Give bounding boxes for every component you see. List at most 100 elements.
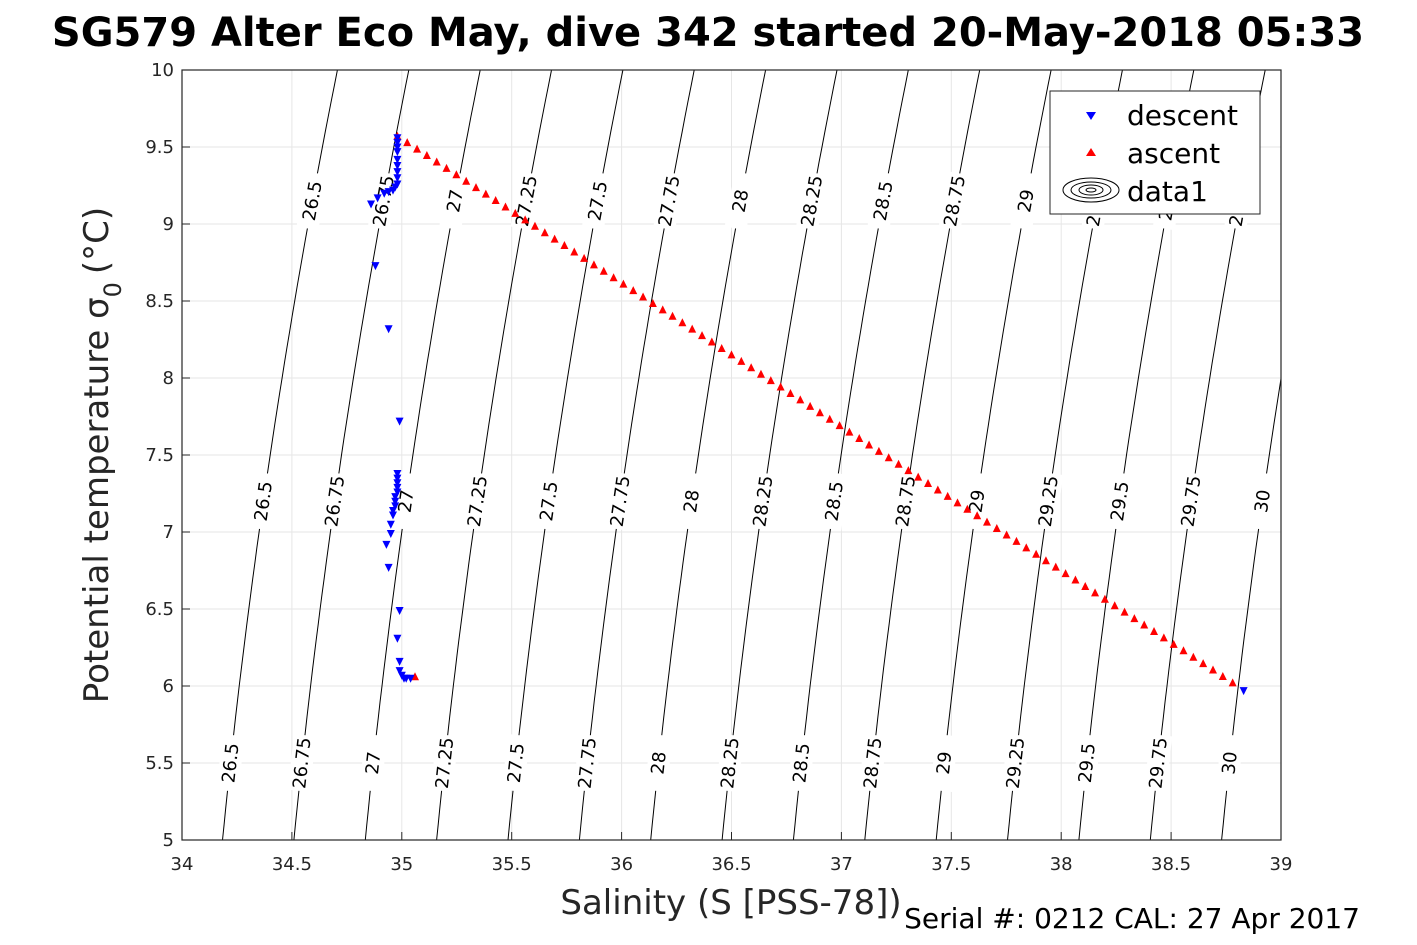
- isopycnal-label: 29.75: [1176, 471, 1206, 531]
- isopycnal-label-bg: [1104, 471, 1135, 531]
- isopycnal-label-bg: [819, 471, 850, 531]
- ascent-point: [589, 260, 598, 269]
- ascent-point: [894, 459, 903, 468]
- ascent-point: [953, 498, 962, 507]
- descent-point: [393, 161, 402, 170]
- isopycnal-label-bg: [653, 171, 686, 231]
- isopycnal-label: 26.5: [216, 733, 245, 793]
- isopycnal-label: 27.5: [501, 733, 530, 793]
- ascent-point: [570, 247, 579, 256]
- ascent-point: [619, 279, 628, 288]
- ascent-point: [1022, 543, 1031, 552]
- ascent-point: [648, 298, 657, 307]
- isopycnal-label-bg: [581, 171, 614, 231]
- ascent-point: [442, 163, 451, 172]
- ascent-point: [727, 350, 736, 359]
- isopycnal-label-bg: [787, 733, 816, 793]
- isopycnal-label: 28.75: [890, 471, 921, 531]
- isopycnal-label-bg: [1033, 471, 1064, 531]
- y-tick-label: 7.5: [145, 445, 174, 466]
- descent-point: [1239, 687, 1248, 696]
- ascent-point: [815, 408, 824, 417]
- ascent-point: [963, 504, 972, 513]
- ascent-point: [501, 202, 510, 211]
- isopycnal-label: 28.25: [748, 471, 778, 531]
- ascent-point: [933, 485, 942, 494]
- descent-point: [406, 674, 415, 683]
- isopycnal-label-bg: [724, 171, 757, 231]
- descent-point: [386, 530, 395, 539]
- ascent-point: [973, 511, 982, 520]
- ascent-point: [1140, 620, 1149, 629]
- legend-ascent-marker: [1086, 148, 1096, 156]
- legend-box: [1049, 90, 1261, 215]
- descent-point: [391, 497, 400, 506]
- isopycnal-label-bg: [367, 171, 400, 231]
- ascent-series: [393, 131, 1237, 687]
- x-tick-label: 34.5: [272, 854, 312, 875]
- isopycnal-label: 28.25: [716, 733, 744, 793]
- isopycnal-label-bg: [748, 471, 778, 531]
- descent-point: [384, 325, 393, 334]
- isopycnal-label: 28.5: [867, 171, 900, 231]
- legend-descent-marker: [1086, 112, 1096, 120]
- ascent-point: [639, 292, 648, 301]
- x-tick-label: 38: [1050, 854, 1073, 875]
- x-tick-label: 38.5: [1151, 854, 1191, 875]
- ascent-point: [511, 208, 520, 217]
- ascent-point: [707, 337, 716, 346]
- isopycnal-label-text: 26.5: [218, 742, 243, 784]
- ascent-point: [432, 157, 441, 166]
- ascent-point: [1081, 581, 1090, 590]
- isopycnal-label: 28.5: [787, 733, 816, 793]
- isopycnal-label-bg: [248, 471, 279, 531]
- ascent-point: [766, 376, 775, 385]
- isopycnal-label-bg: [216, 733, 245, 793]
- isopycnal-label-text: 27: [443, 188, 468, 214]
- ascent-point: [855, 434, 864, 443]
- descent-point: [393, 155, 402, 164]
- isopycnal-label: 28: [644, 733, 673, 793]
- isopycnal-label-bg: [1176, 471, 1206, 531]
- isopycnal-line: [1221, 375, 1281, 840]
- descent-point: [393, 138, 402, 147]
- ascent-point: [1120, 607, 1129, 616]
- ascent-point: [737, 356, 746, 365]
- isopycnal-label-bg: [938, 171, 971, 231]
- isopycnal-label: 29.25: [1001, 733, 1030, 793]
- x-tick-label: 34: [171, 854, 194, 875]
- isopycnal-label-text: 28: [729, 188, 754, 214]
- descent-point: [380, 189, 389, 198]
- isopycnal-label-bg: [296, 171, 329, 231]
- isopycnal-label-bg: [430, 733, 459, 793]
- isopycnal-label: 28: [676, 471, 707, 531]
- ascent-point: [806, 401, 815, 410]
- isopycnal-label-bg: [439, 171, 471, 231]
- descent-point: [386, 520, 395, 529]
- ascent-point: [1012, 536, 1021, 545]
- isopycnal-label-bg: [462, 471, 493, 531]
- ascent-point: [521, 215, 530, 224]
- x-axis-ticks: 34 34.5 35 35.5 36 36.5 37 37.5 38 38.5 39: [171, 832, 1292, 875]
- ascent-point: [658, 305, 667, 314]
- ascent-point: [796, 395, 805, 404]
- isopycnal-label-bg: [1001, 733, 1030, 793]
- isopycnal-label: 28: [724, 171, 757, 231]
- ascent-point: [1130, 614, 1139, 623]
- descent-point: [389, 511, 398, 520]
- isopycnal-label-text: 27.5: [504, 742, 529, 784]
- isopycnal-label-bg: [716, 733, 744, 793]
- isopycnal-label: 29: [962, 471, 992, 531]
- descent-point: [393, 483, 402, 492]
- isopycnal-label-bg: [287, 733, 316, 793]
- legend-data1-label: data1: [1127, 175, 1208, 208]
- ascent-point: [452, 170, 461, 179]
- descent-point: [382, 540, 391, 549]
- isopycnal-label-text: 28: [648, 751, 671, 776]
- ascent-point: [825, 414, 834, 423]
- ascent-point: [924, 479, 933, 488]
- isopycnal-label: 26.5: [248, 471, 279, 531]
- y-tick-label: 9: [163, 214, 174, 235]
- ascent-point: [413, 144, 422, 153]
